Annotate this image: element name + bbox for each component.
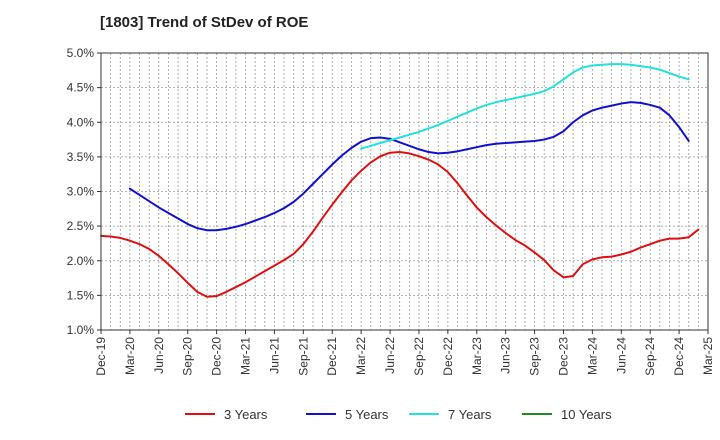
series-line-7-years bbox=[360, 63, 690, 150]
y-tick-label: 3.0% bbox=[67, 185, 95, 199]
x-tick-label: Dec-24 bbox=[672, 337, 686, 376]
legend-label-3-years: 3 Years bbox=[224, 407, 268, 422]
plot-area bbox=[101, 53, 708, 330]
x-tick-label: Jun-22 bbox=[383, 337, 397, 374]
x-tick-label: Dec-19 bbox=[94, 337, 108, 376]
x-tick-label: Dec-21 bbox=[325, 337, 339, 376]
y-tick-label: 2.0% bbox=[67, 254, 95, 268]
x-tick-label: Dec-20 bbox=[210, 337, 224, 376]
x-tick-label: Sep-20 bbox=[181, 337, 195, 376]
x-tick-label: Jun-24 bbox=[614, 337, 628, 374]
x-tick-label: Mar-22 bbox=[354, 337, 368, 375]
y-tick-label: 4.0% bbox=[67, 115, 95, 129]
series-line-5-years bbox=[128, 101, 690, 232]
y-tick-label: 1.5% bbox=[67, 288, 95, 302]
x-tick-label: Mar-25 bbox=[701, 337, 715, 375]
series-line-3-years bbox=[100, 151, 700, 298]
series-lines bbox=[100, 63, 700, 298]
x-tick-label: Sep-24 bbox=[643, 337, 657, 376]
x-tick-label: Dec-23 bbox=[556, 337, 570, 376]
y-tick-label: 2.5% bbox=[67, 219, 95, 233]
x-tick-label: Sep-21 bbox=[296, 337, 310, 376]
x-tick-label: Jun-23 bbox=[499, 337, 513, 374]
x-tick-label: Jun-20 bbox=[152, 337, 166, 374]
legend-label-10-years: 10 Years bbox=[561, 407, 612, 422]
y-tick-label: 4.5% bbox=[67, 81, 95, 95]
x-axis-ticks: Dec-19 Mar-20 Jun-20 Sep-20 Dec-20 Mar-21 Jun-… bbox=[94, 330, 715, 376]
x-tick-label: Mar-24 bbox=[585, 337, 599, 375]
x-tick-label: Dec-22 bbox=[441, 337, 455, 376]
legend-label-5-years: 5 Years bbox=[345, 407, 389, 422]
y-tick-label: 1.0% bbox=[67, 323, 95, 337]
chart-title: [1803] Trend of StDev of ROE bbox=[100, 14, 309, 31]
x-tick-label: Mar-23 bbox=[470, 337, 484, 375]
y-axis-ticks: 1.0% 1.5% 2.0% 2.5% 3.0% 3.5% 4.0% 4.5% 5.0% bbox=[67, 46, 101, 337]
y-tick-label: 5.0% bbox=[67, 46, 95, 60]
x-tick-label: Mar-21 bbox=[239, 337, 253, 375]
x-tick-label: Jun-21 bbox=[267, 337, 281, 374]
legend: 3 Years 5 Years 7 Years 10 Years bbox=[185, 407, 612, 422]
x-tick-label: Sep-23 bbox=[528, 337, 542, 376]
x-tick-label: Mar-20 bbox=[123, 337, 137, 375]
x-tick-label: Sep-22 bbox=[412, 337, 426, 376]
y-tick-label: 3.5% bbox=[67, 150, 95, 164]
legend-label-7-years: 7 Years bbox=[448, 407, 492, 422]
